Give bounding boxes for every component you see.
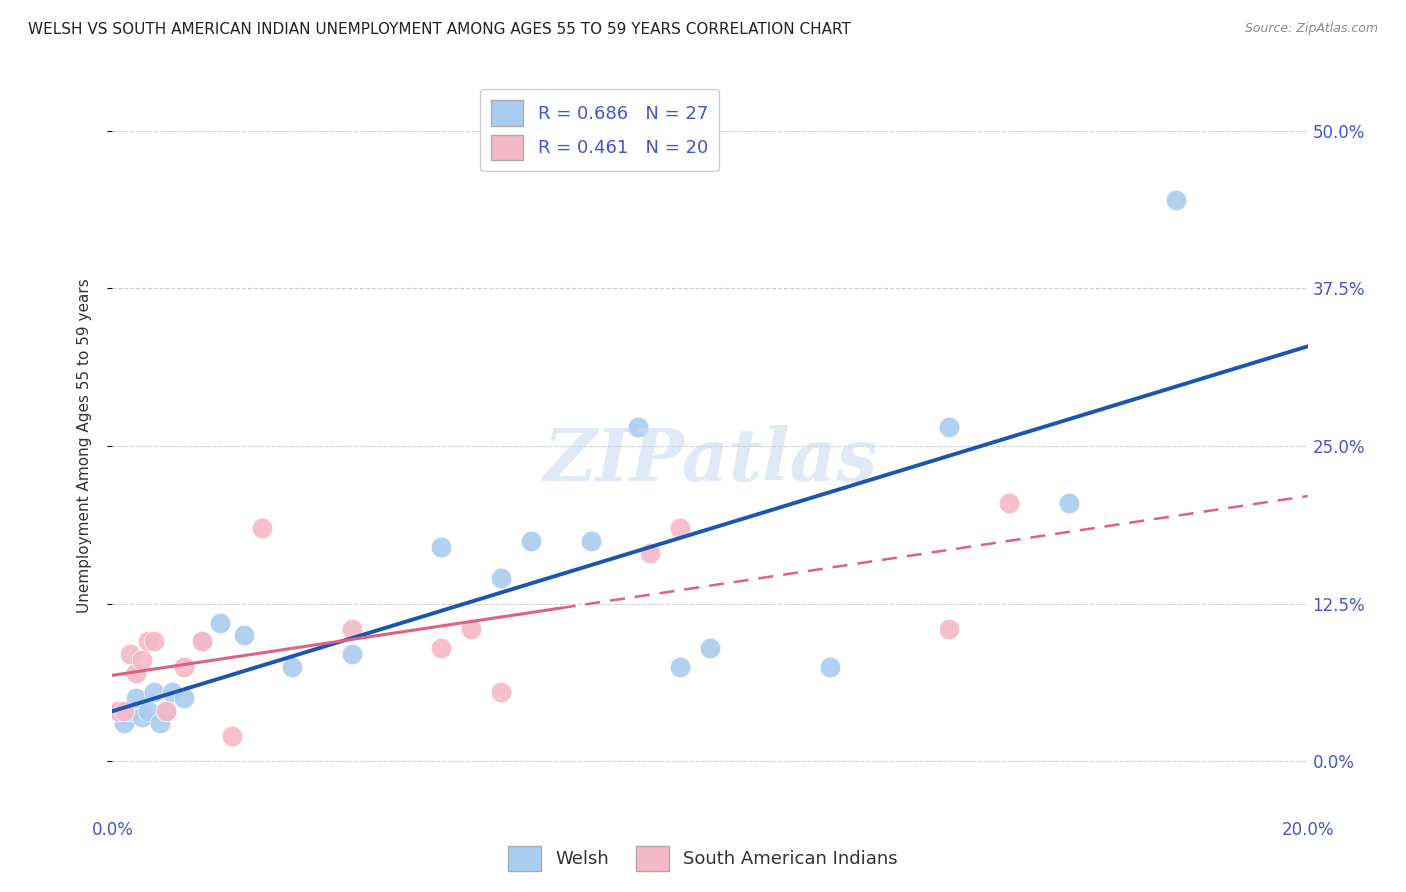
Point — [125, 665, 148, 680]
Point — [173, 691, 195, 706]
Point — [114, 704, 135, 718]
Point — [107, 704, 129, 718]
Point — [818, 659, 841, 673]
Point — [430, 540, 453, 554]
Point — [162, 685, 183, 699]
Point — [250, 521, 273, 535]
Point — [460, 622, 482, 636]
Point — [489, 571, 512, 585]
Point — [131, 653, 153, 667]
Point — [149, 716, 172, 731]
Point — [699, 640, 721, 655]
Point — [998, 496, 1021, 510]
Point — [221, 729, 243, 743]
Point — [120, 704, 142, 718]
Point — [173, 659, 195, 673]
Point — [155, 704, 177, 718]
Point — [131, 710, 153, 724]
Point — [281, 659, 304, 673]
Point — [191, 634, 214, 648]
Text: ZIPatlas: ZIPatlas — [543, 425, 877, 496]
Point — [938, 420, 960, 434]
Point — [120, 647, 142, 661]
Point — [138, 704, 160, 718]
Point — [143, 634, 166, 648]
Point — [155, 704, 177, 718]
Legend: R = 0.686   N = 27, R = 0.461   N = 20: R = 0.686 N = 27, R = 0.461 N = 20 — [479, 89, 718, 171]
Point — [143, 685, 166, 699]
Y-axis label: Unemployment Among Ages 55 to 59 years: Unemployment Among Ages 55 to 59 years — [77, 278, 91, 614]
Point — [232, 628, 256, 642]
Point — [191, 634, 214, 648]
Point — [669, 521, 692, 535]
Point — [340, 622, 363, 636]
Point — [114, 716, 135, 731]
Point — [520, 533, 543, 548]
Point — [107, 704, 129, 718]
Point — [627, 420, 650, 434]
Point — [125, 691, 148, 706]
Point — [430, 640, 453, 655]
Point — [638, 546, 662, 560]
Text: Source: ZipAtlas.com: Source: ZipAtlas.com — [1244, 22, 1378, 36]
Text: WELSH VS SOUTH AMERICAN INDIAN UNEMPLOYMENT AMONG AGES 55 TO 59 YEARS CORRELATIO: WELSH VS SOUTH AMERICAN INDIAN UNEMPLOYM… — [28, 22, 851, 37]
Point — [340, 647, 363, 661]
Point — [489, 685, 512, 699]
Point — [1057, 496, 1080, 510]
Point — [1164, 193, 1187, 207]
Point — [938, 622, 960, 636]
Point — [579, 533, 602, 548]
Point — [138, 634, 160, 648]
Legend: Welsh, South American Indians: Welsh, South American Indians — [501, 838, 905, 879]
Point — [669, 659, 692, 673]
Point — [208, 615, 231, 630]
